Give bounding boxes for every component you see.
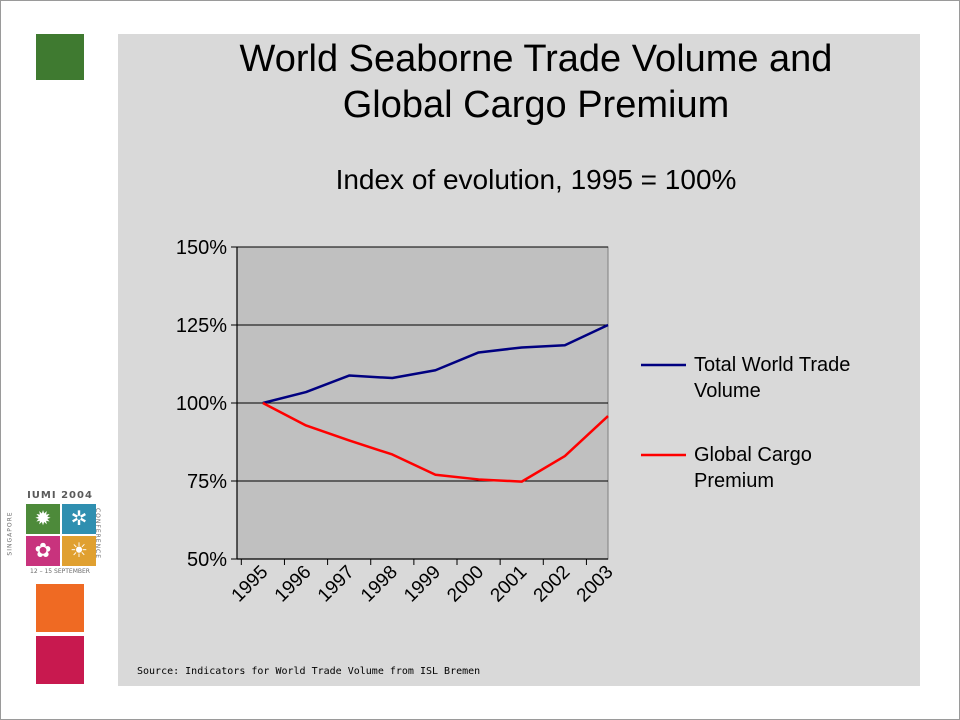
title-line-2: Global Cargo Premium <box>342 84 730 126</box>
decor-square-magenta <box>36 636 84 684</box>
x-tick-label: 1999 <box>400 562 445 607</box>
legend-label: Premium <box>694 470 774 492</box>
y-tick-label: 100% <box>176 393 227 415</box>
y-tick-label: 50% <box>187 549 227 571</box>
series-0 <box>262 323 609 405</box>
decor-square-green <box>36 34 84 80</box>
logo-bottom-text: 12 – 15 SEPTEMBER <box>30 568 90 575</box>
pinwheel-icon: ✲ <box>62 504 96 534</box>
y-tick-label: 75% <box>187 471 227 493</box>
x-tick-label: 2003 <box>573 562 618 607</box>
decor-square-orange <box>36 584 84 632</box>
slide-subtitle: Index of evolution, 1995 = 100% <box>335 164 737 195</box>
x-tick-label: 1997 <box>314 562 359 607</box>
x-tick-label: 2000 <box>443 562 488 607</box>
y-tick-label: 125% <box>176 315 227 337</box>
orchid-icon: ✿ <box>26 536 60 566</box>
series-1 <box>262 401 609 483</box>
legend-label: Total World Trade <box>694 354 850 376</box>
x-tick-label: 1995 <box>228 562 273 607</box>
y-tick-label: 150% <box>176 237 227 259</box>
x-tick-label: 1998 <box>357 562 402 607</box>
lion-icon: ☀ <box>62 536 96 566</box>
series-line <box>262 323 609 405</box>
iumi-logo: IUMI 2004 SINGAPORE CONFERENCE ✹ ✲ ✿ ☀ 1… <box>7 490 102 578</box>
title-line-1: World Seaborne Trade Volume and <box>239 38 833 80</box>
legend-label: Volume <box>694 380 761 402</box>
legend-label: Global Cargo <box>694 444 812 466</box>
logo-top-text: IUMI 2004 <box>27 490 93 501</box>
x-tick-label: 1996 <box>271 562 316 607</box>
palm-tree-icon: ✹ <box>26 504 60 534</box>
series-line <box>262 401 609 483</box>
x-tick-label: 2001 <box>487 562 532 607</box>
source-note: Source: Indicators for World Trade Volum… <box>137 666 481 677</box>
x-tick-label: 2002 <box>530 562 575 607</box>
slide-title: World Seaborne Trade Volume and Global C… <box>68 36 960 128</box>
